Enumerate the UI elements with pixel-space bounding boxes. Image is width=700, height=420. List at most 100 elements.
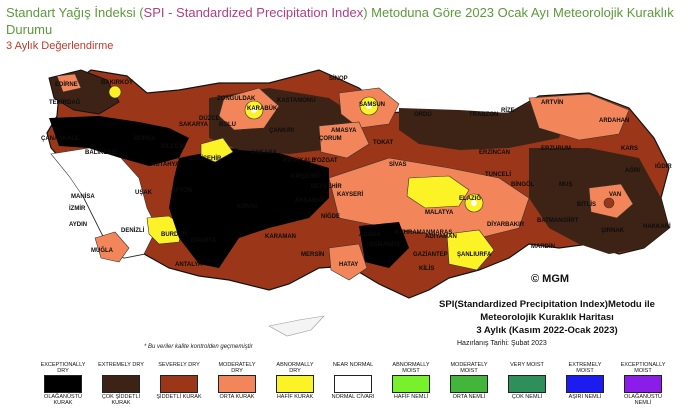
city-label: ARDAHAN <box>599 118 630 124</box>
city-label: AFYON <box>171 188 192 194</box>
legend-bottom-label: OLAĞANÜSTÜ KURAK <box>44 394 82 406</box>
legend-swatch <box>334 375 372 393</box>
city-label: KONYA <box>237 204 259 210</box>
city-label: SİİRT <box>563 218 579 224</box>
legend-bottom-label: ORTA KURAK <box>219 394 255 400</box>
city-label: AĞRI <box>625 168 640 174</box>
page-subtitle: 3 Aylık Değerlendirme <box>6 40 114 52</box>
legend-item: MODERATELY MOIST ORTA NEMLİ <box>444 362 494 400</box>
city-label: NEVŞEHİR <box>311 184 342 190</box>
page-title: Standart Yağış İndeksi (SPI - Standardiz… <box>6 4 696 38</box>
city-label: RİZE <box>501 108 515 114</box>
title-prefix: Standart Yağış İndeksi ( <box>6 5 144 20</box>
legend-swatch <box>276 375 314 393</box>
city-label: BALIKESİR <box>85 150 118 156</box>
legend-top-label: ABNORMALLY DRY <box>276 362 314 374</box>
bakirkoy-spot <box>108 85 122 99</box>
city-label: ARTVİN <box>541 100 564 106</box>
city-label: ADANA <box>359 232 381 238</box>
legend-swatch <box>508 375 546 393</box>
legend-bottom-label: NORMAL CİVARI <box>331 394 375 400</box>
city-label: ÇANAKKALE <box>41 136 79 142</box>
city-label: ELAZIĞ <box>459 196 481 202</box>
artvin-orange <box>528 93 630 141</box>
city-label: ÇANKIRI <box>269 128 294 134</box>
map-info-box: SPI(Standardized Precipitation Index)Met… <box>397 298 697 349</box>
city-label: ORDU <box>414 112 432 118</box>
city-label: BİTLİS <box>577 202 596 208</box>
city-label: KIRIKKALE <box>283 158 316 164</box>
city-label: ANKARA <box>251 150 277 156</box>
mugla-spot <box>94 231 130 263</box>
city-label: BİLECİK <box>161 144 185 150</box>
city-label: UŞAK <box>135 190 153 196</box>
legend-swatch <box>566 375 604 393</box>
legend-bottom-label: OLAĞANÜSTÜ NEMLİ <box>624 394 662 406</box>
city-label: ERZİNCAN <box>479 150 510 156</box>
info-line-4: Hazırlanış Tarihi: Şubat 2023 <box>457 340 547 347</box>
edirne-region <box>56 73 82 93</box>
city-label: ADIYAMAN <box>425 234 457 240</box>
city-label: TEKİRDAĞ <box>49 100 81 106</box>
city-label: ÇORUM <box>319 136 342 142</box>
city-label: MERSİN <box>301 252 325 258</box>
city-label: ŞIRNAK <box>601 228 625 234</box>
city-label: SAMSUN <box>359 102 386 108</box>
info-line-2: Meteorolojik Kuraklık Haritası <box>480 312 614 323</box>
city-label: İZMİR <box>69 206 86 212</box>
city-label: BİNGÖL <box>511 182 535 188</box>
legend-top-label: NEAR NORMAL <box>332 362 374 368</box>
legend-bottom-label: AŞIRI NEMLİ <box>568 394 602 400</box>
drought-map: SİNOP BAKIRKÖY TEKİRDAĞ EDİRNE ZONGULDAK… <box>29 58 691 418</box>
city-label: DENİZLİ <box>121 228 145 234</box>
city-label: TOKAT <box>373 140 394 146</box>
legend-top-label: ABNORMALLY MOIST <box>392 362 430 374</box>
map-legend: EXCEPTIONALLY DRY OLAĞANÜSTÜ KURAK EXTRE… <box>38 362 678 420</box>
quality-note: * Bu veriler kalite kontrolden geçmemişt… <box>144 344 253 350</box>
marmara-black-region <box>49 116 189 166</box>
city-label: KASTAMONU <box>277 98 316 104</box>
legend-swatch <box>44 375 82 393</box>
legend-bottom-label: ORTA NEMLİ <box>452 394 486 400</box>
city-label: HATAY <box>339 262 359 268</box>
legend-top-label: EXCEPTIONALLY MOIST <box>620 362 666 374</box>
central-black-region <box>169 148 329 268</box>
title-highlight: SPI - Standardized Precipitation Index <box>143 5 364 20</box>
city-label: ŞANLIURFA <box>457 252 492 258</box>
legend-swatch <box>624 375 662 393</box>
city-label: DİYARBAKIR <box>487 222 525 228</box>
legend-item: MODERATELY DRY ORTA KURAK <box>212 362 262 400</box>
city-label: ERZURUM <box>541 146 571 152</box>
city-label: KARS <box>621 146 639 152</box>
city-label: MUĞLA <box>91 248 113 254</box>
legend-swatch <box>450 375 488 393</box>
city-label: ZONGULDAK <box>217 96 256 102</box>
legend-top-label: MODERATELY MOIST <box>450 362 488 374</box>
city-label: KAYSERİ <box>337 192 364 198</box>
legend-item: ABNORMALLY MOIST HAFİF NEMLİ <box>386 362 436 400</box>
city-label: AKSARAY <box>295 198 325 204</box>
city-label: ESKİŞEHİR <box>189 156 222 162</box>
samsun-white <box>366 103 372 109</box>
city-label: MUŞ <box>559 182 573 188</box>
city-label: AMASYA <box>331 128 357 134</box>
city-label: BURDUR <box>161 232 187 238</box>
legend-item: EXTREMELY DRY ÇOK ŞİDDETLİ KURAK <box>96 362 146 406</box>
mgm-logo: © MGM <box>531 273 570 285</box>
turkey-drought-map-svg <box>46 69 670 337</box>
city-label: IĞDIR <box>655 164 672 170</box>
city-label: KAHRAMANMARAŞ <box>395 230 453 236</box>
city-label: OSMANİYE <box>369 242 402 248</box>
info-line-1: SPI(Standardized Precipitation Index)Met… <box>439 299 655 310</box>
info-line-3: 3 Aylık (Kasım 2022-Ocak 2023) <box>476 325 618 336</box>
city-label: KARABÜK <box>247 106 278 112</box>
city-label: MARDİN <box>531 244 555 250</box>
legend-swatch <box>102 375 140 393</box>
legend-item: NEAR NORMAL NORMAL CİVARI <box>328 362 378 400</box>
legend-item: ABNORMALLY DRY HAFİF KURAK <box>270 362 320 400</box>
legend-top-label: EXTREMELY DRY <box>98 362 144 368</box>
legend-item: EXTREMELY MOIST AŞIRI NEMLİ <box>560 362 610 400</box>
city-label: GAZİANTEP <box>413 252 448 258</box>
legend-item: EXCEPTIONALLY DRY OLAĞANÜSTÜ KURAK <box>38 362 88 406</box>
legend-bottom-label: HAFİF NEMLİ <box>393 394 429 400</box>
